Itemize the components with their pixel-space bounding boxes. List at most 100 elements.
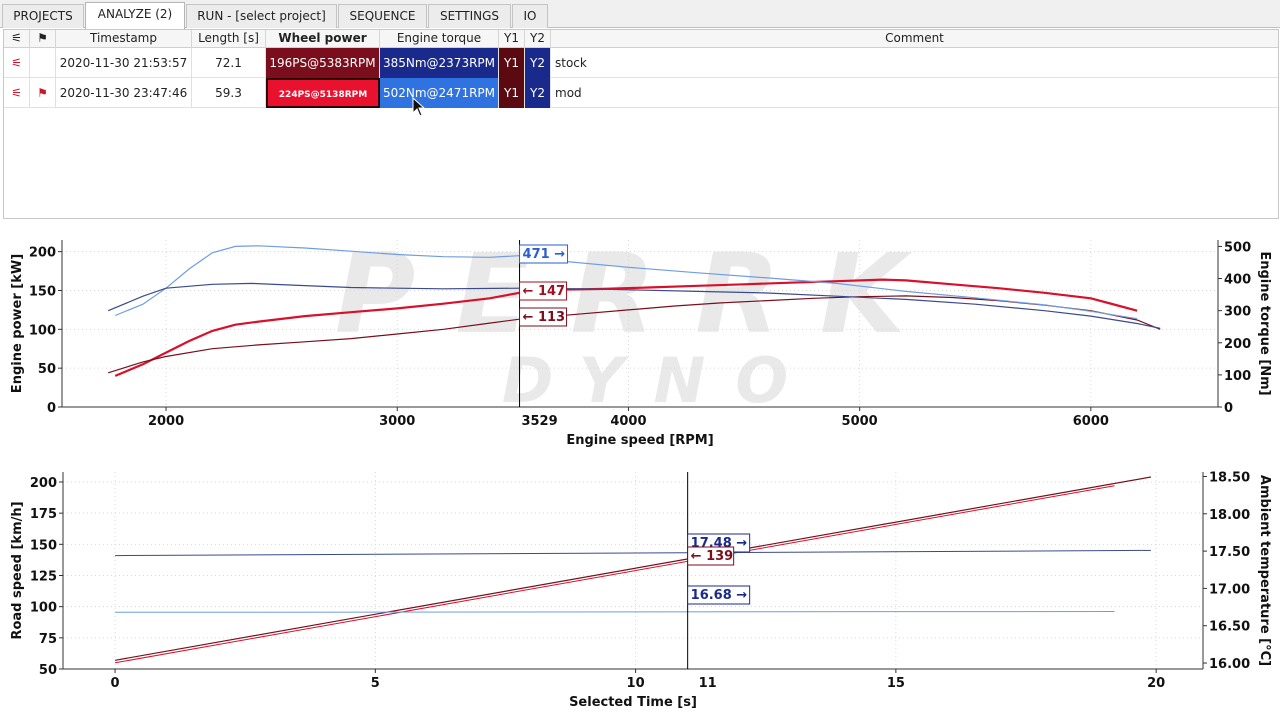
cursor-x-label: 11 <box>699 676 717 691</box>
tab-projects[interactable]: PROJECTS <box>2 4 84 28</box>
x-tick-label: 20 <box>1147 676 1165 691</box>
cell-timestamp: 2020-11-30 21:53:57 <box>56 48 192 78</box>
x-tick-label: 10 <box>627 676 645 691</box>
header-length[interactable]: Length [s] <box>192 30 266 48</box>
cell-wheel-power[interactable]: 196PS@5383RPM <box>266 48 380 78</box>
cell-wheel-power-text: 224PS@5138RPM <box>278 90 368 100</box>
y-tick-label: 150 <box>29 284 56 299</box>
table-header: ⚟ ⚑ Timestamp Length [s] Wheel power Eng… <box>4 30 1278 48</box>
x-tick-label: 0 <box>111 676 120 691</box>
x-axis-title: Selected Time [s] <box>569 695 697 710</box>
series-line <box>114 245 1138 320</box>
y-tick-label: 150 <box>30 538 57 553</box>
cursor-readout-label: ← 113 <box>523 310 566 325</box>
y-axis-title: Engine power [kW] <box>10 254 25 393</box>
cursor-readout-label: 471 → <box>523 247 566 262</box>
cursor-readout-box <box>687 546 735 566</box>
watermark-line1: PERRK <box>335 232 945 358</box>
y2-tick-label: 400 <box>1224 273 1251 288</box>
cursor-readout-label: ← 139 <box>691 549 734 564</box>
cell-y2-toggle[interactable]: Y2 <box>525 78 551 108</box>
power-torque-chart[interactable]: PERRKDYNO0501001502000100200300400500200… <box>0 232 1280 452</box>
cursor-readout-label: 16.68 → <box>691 588 748 603</box>
series-line <box>115 485 1115 664</box>
cell-y2-toggle[interactable]: Y2 <box>525 48 551 78</box>
y-tick-label: 50 <box>39 663 57 678</box>
x-tick-label: 6000 <box>1073 414 1109 429</box>
header-timestamp[interactable]: Timestamp <box>56 30 192 48</box>
y2-tick-label: 100 <box>1224 369 1251 384</box>
x-tick-label: 5 <box>371 676 380 691</box>
y-tick-label: 100 <box>30 601 57 616</box>
x-tick-label: 5000 <box>842 414 878 429</box>
runs-table: ⚟ ⚑ Timestamp Length [s] Wheel power Eng… <box>3 29 1279 219</box>
cursor-readout-box <box>519 281 568 301</box>
filter-icon[interactable]: ⚟ <box>4 78 30 108</box>
cursor-readout-box <box>519 244 569 264</box>
table-row[interactable]: ⚟ 2020-11-30 21:53:57 72.1 196PS@5383RPM… <box>4 48 1278 78</box>
header-engine-torque[interactable]: Engine torque <box>380 30 499 48</box>
cell-length: 59.3 <box>192 78 266 108</box>
y2-tick-label: 16.50 <box>1209 620 1250 635</box>
y-tick-label: 200 <box>30 476 57 491</box>
tab-sequence[interactable]: SEQUENCE <box>338 4 427 28</box>
cell-engine-torque[interactable]: 385Nm@2373RPM <box>380 48 499 78</box>
cell-y1-toggle[interactable]: Y1 <box>499 78 525 108</box>
speed-temperature-chart[interactable]: 507510012515017520016.0016.5017.0017.501… <box>0 462 1280 718</box>
series-line <box>115 611 1115 613</box>
y2-tick-label: 16.00 <box>1209 657 1250 672</box>
flag-column-icon[interactable]: ⚑ <box>30 30 56 48</box>
x-tick-label: 3000 <box>379 414 415 429</box>
y2-tick-label: 0 <box>1224 401 1233 416</box>
x-tick-label: 2000 <box>148 414 184 429</box>
y2-tick-label: 18.50 <box>1209 470 1250 485</box>
cursor-readout-label: ← 147 <box>523 284 566 299</box>
y-tick-label: 200 <box>29 246 56 261</box>
tab-settings[interactable]: SETTINGS <box>428 4 511 28</box>
y2-tick-label: 18.00 <box>1209 508 1250 523</box>
x-tick-label: 4000 <box>610 414 646 429</box>
cell-wheel-power[interactable]: 224PS@5138RPM <box>266 78 380 108</box>
y-tick-label: 75 <box>39 632 57 647</box>
mouse-pointer-icon <box>412 97 426 117</box>
cell-comment[interactable]: mod <box>555 86 582 100</box>
table-row[interactable]: ⚟ ⚑ 2020-11-30 23:47:46 59.3 224PS@5138R… <box>4 78 1278 108</box>
cursor-readout-box <box>687 585 751 605</box>
header-comment[interactable]: Comment <box>885 31 944 45</box>
tab-run[interactable]: RUN - [select project] <box>186 4 337 28</box>
y2-axis-title: Engine torque [Nm] <box>1257 251 1272 395</box>
filter-column-icon[interactable]: ⚟ <box>4 30 30 48</box>
filter-icon[interactable]: ⚟ <box>4 48 30 78</box>
header-y1[interactable]: Y1 <box>499 30 525 48</box>
y2-tick-label: 200 <box>1224 337 1251 352</box>
y-tick-label: 125 <box>30 569 57 584</box>
cell-engine-torque[interactable]: 502Nm@2471RPM <box>380 78 499 108</box>
y2-tick-label: 500 <box>1224 240 1251 255</box>
y-tick-label: 50 <box>38 362 56 377</box>
y2-tick-label: 17.50 <box>1209 545 1250 560</box>
cursor-readout-box <box>519 307 568 327</box>
cell-length: 72.1 <box>192 48 266 78</box>
tab-bar: PROJECTS ANALYZE (2) RUN - [select proje… <box>0 0 1280 29</box>
flag-icon[interactable] <box>30 48 56 78</box>
y-axis-title: Road speed [km/h] <box>10 501 25 639</box>
series-line <box>107 282 1161 329</box>
header-wheel-power[interactable]: Wheel power <box>266 30 380 48</box>
series-line <box>114 476 1152 661</box>
y2-axis-title: Ambient temperature [°C] <box>1257 475 1272 666</box>
flag-icon[interactable]: ⚑ <box>30 78 56 108</box>
cell-y1-toggle[interactable]: Y1 <box>499 48 525 78</box>
header-y2[interactable]: Y2 <box>525 30 551 48</box>
series-line <box>115 549 1151 557</box>
tab-io[interactable]: IO <box>512 4 548 28</box>
cell-timestamp: 2020-11-30 23:47:46 <box>56 78 192 108</box>
cell-comment[interactable]: stock <box>555 56 587 70</box>
x-tick-label: 15 <box>887 676 905 691</box>
watermark-line2: DYNO <box>502 344 818 417</box>
tab-analyze[interactable]: ANALYZE (2) <box>85 2 185 29</box>
y-tick-label: 100 <box>29 323 56 338</box>
y2-tick-label: 17.00 <box>1209 582 1250 597</box>
y-tick-label: 0 <box>47 401 56 416</box>
y2-tick-label: 300 <box>1224 305 1251 320</box>
x-axis-title: Engine speed [RPM] <box>566 433 713 448</box>
